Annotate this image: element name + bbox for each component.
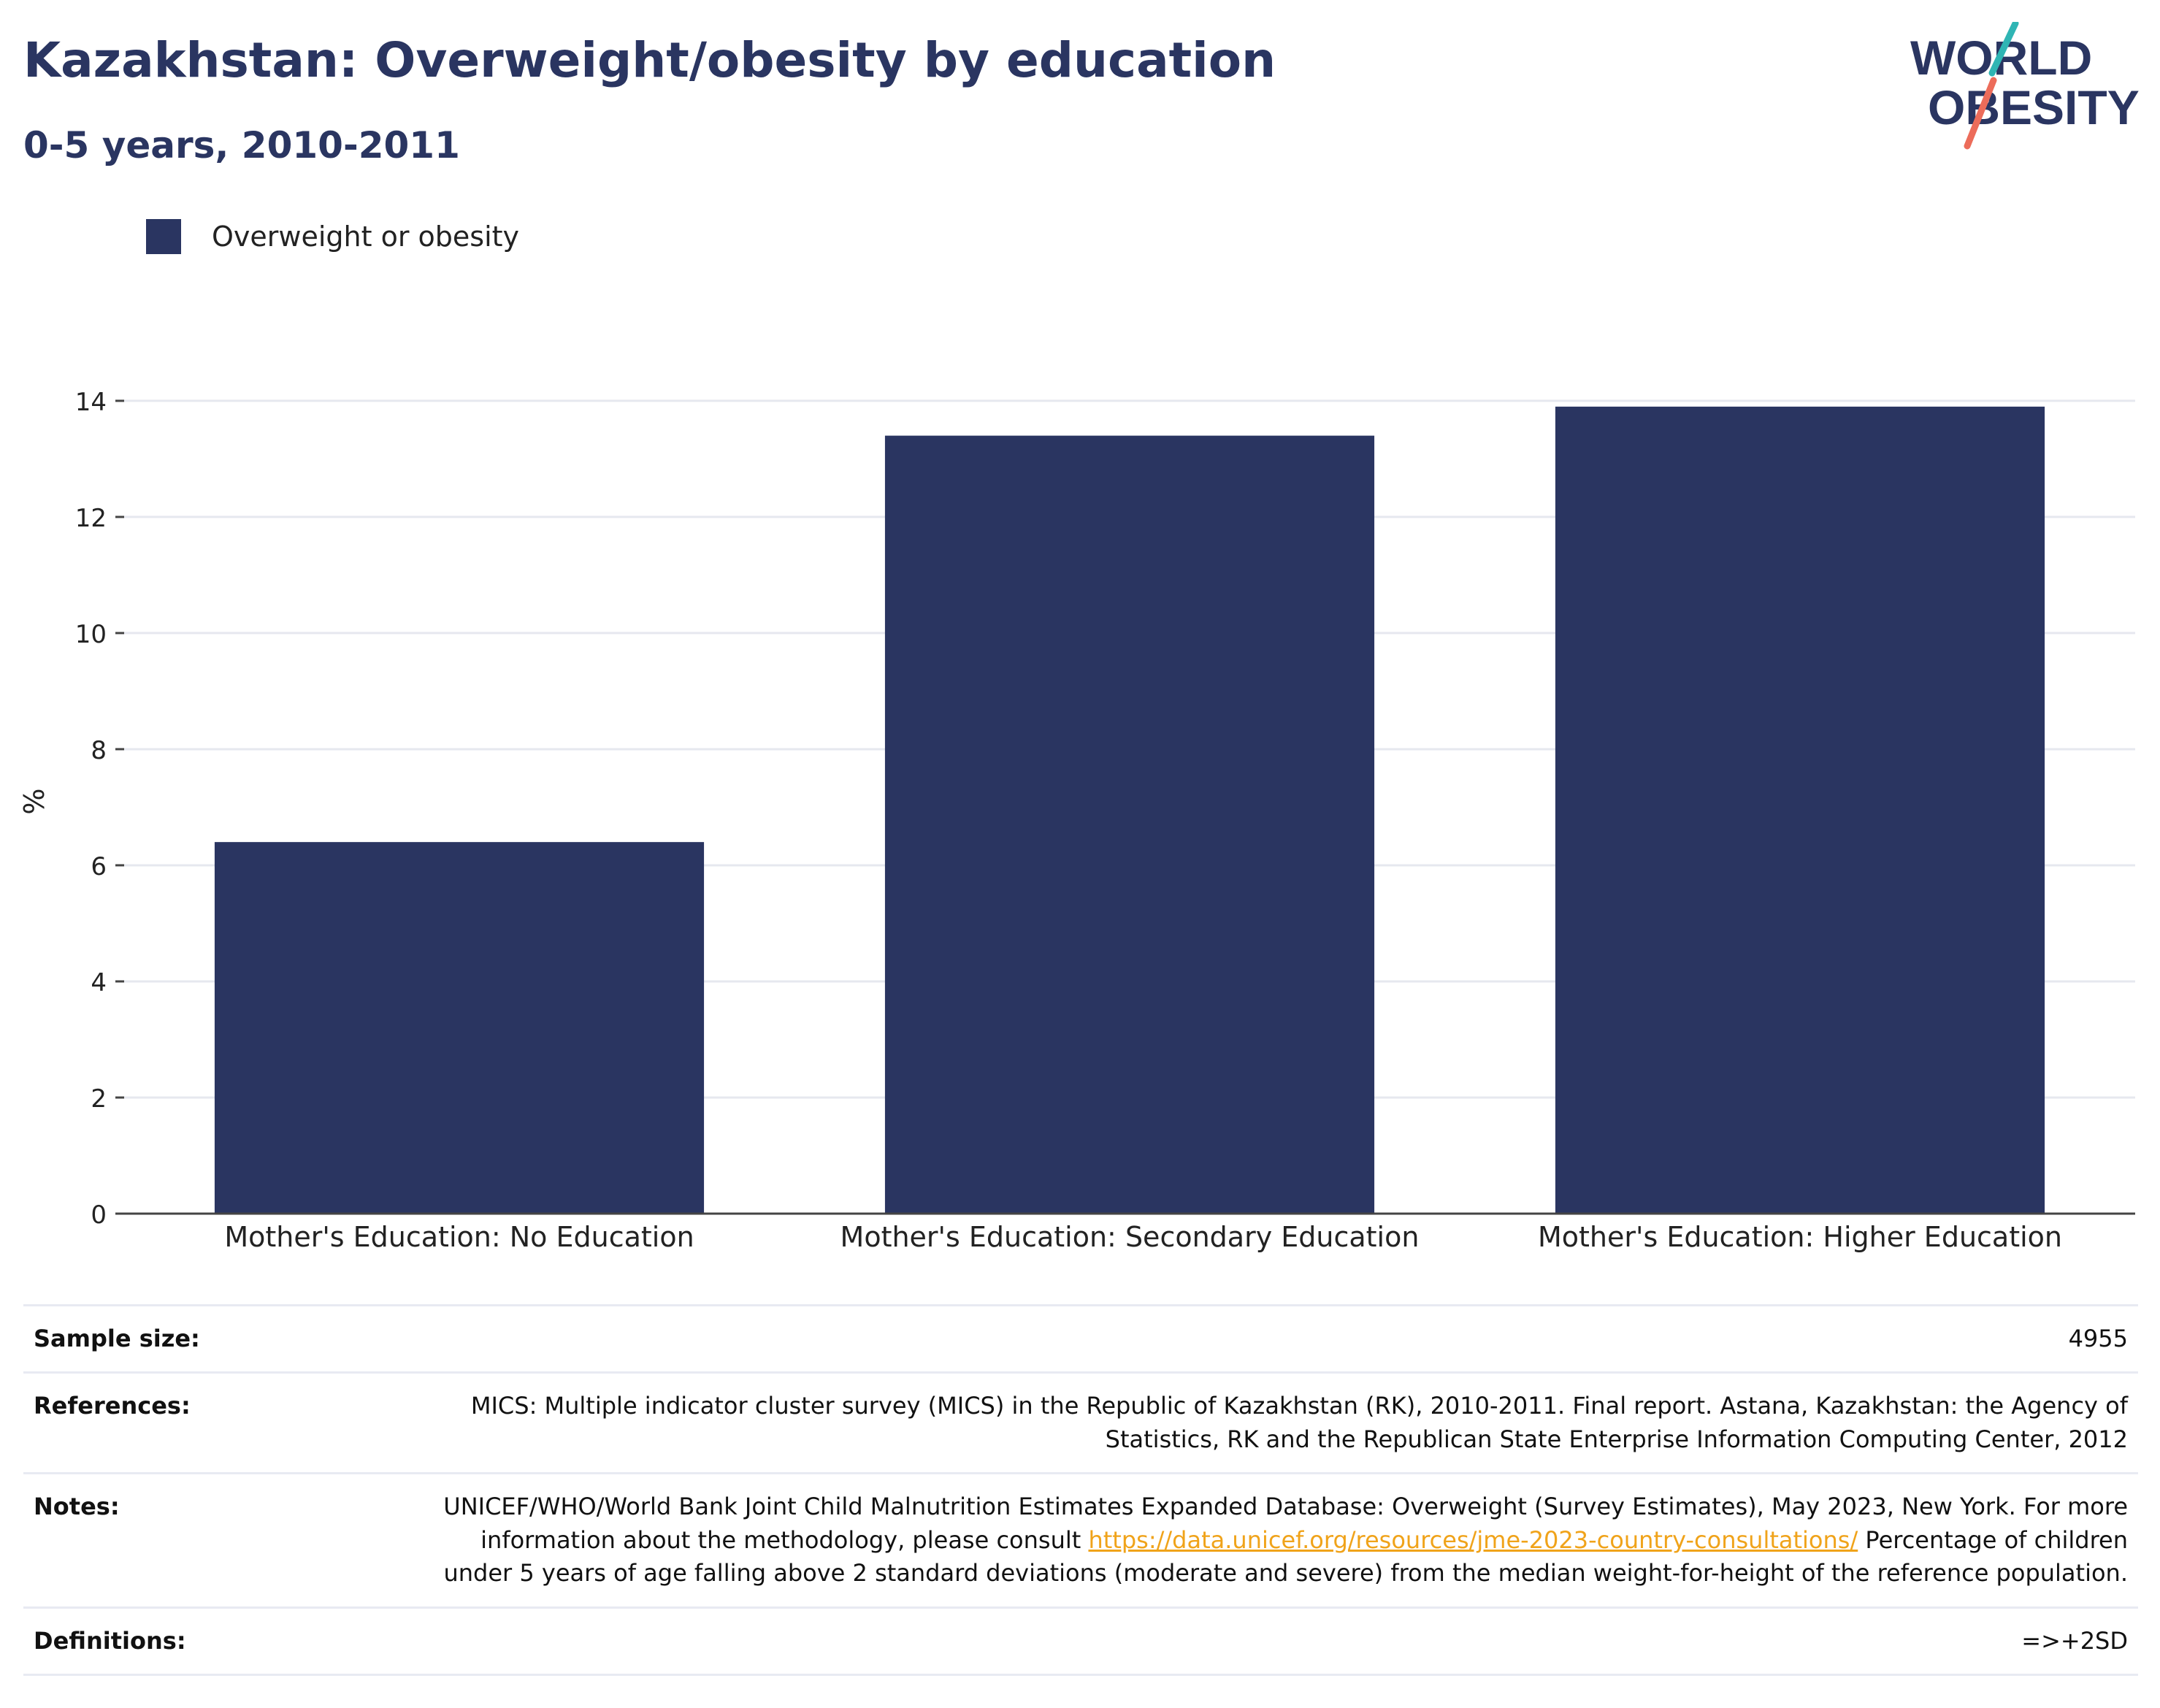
definitions-value: =>+2SD xyxy=(409,1606,2138,1677)
legend[interactable]: Overweight or obesity xyxy=(146,218,519,256)
world-obesity-logo: WORLD OBESITY xyxy=(1910,22,2140,150)
y-axis-ticks: 0 2 4 6 8 10 12 14 xyxy=(75,388,124,1230)
x-tick-label: Mother's Education: No Education xyxy=(224,1221,694,1253)
legend-swatch xyxy=(146,219,181,254)
y-axis-label: % xyxy=(18,788,50,814)
logo-slash-teal xyxy=(1988,22,2019,77)
sample-size-label: Sample size: xyxy=(23,1303,409,1373)
notes-text-2: Percentage of children under 5 years of … xyxy=(443,1525,2128,1588)
notes-link[interactable]: https://data.unicef.org/resources/jme-20… xyxy=(1088,1525,1858,1554)
notes-row: Notes: UNICEF/WHO/World Bank Joint Child… xyxy=(23,1472,2138,1608)
y-tick-label: 10 xyxy=(75,620,107,649)
legend-label: Overweight or obesity xyxy=(212,221,520,253)
y-tick-label: 14 xyxy=(75,388,107,417)
sample-size-row: Sample size: 4955 xyxy=(23,1303,2138,1373)
chart-subtitle: 0-5 years, 2010-2011 xyxy=(23,124,460,166)
y-tick-label: 8 xyxy=(91,736,107,765)
definitions-row: Definitions: =>+2SD xyxy=(23,1606,2138,1677)
references-label: References: xyxy=(23,1371,409,1474)
x-tick-label: Mother's Education: Higher Education xyxy=(1538,1221,2062,1253)
y-tick-label: 4 xyxy=(91,968,107,997)
chart-title: Kazakhstan: Overweight/obesity by educat… xyxy=(23,32,1276,88)
references-value: MICS: Multiple indicator cluster survey … xyxy=(409,1371,2138,1474)
bar-chart: 0 2 4 6 8 10 12 14 Mother's Education: No Educa… xyxy=(18,388,2135,1253)
references-row: References: MICS: Multiple indicator clu… xyxy=(23,1371,2138,1474)
bar-2[interactable] xyxy=(1555,406,2045,1214)
logo-slash-coral xyxy=(1964,77,1997,150)
definitions-label: Definitions: xyxy=(23,1606,409,1677)
sample-size-value: 4955 xyxy=(409,1303,2138,1373)
info-table: Sample size: 4955 References: MICS: Mult… xyxy=(23,1303,2138,1677)
x-tick-label: Mother's Education: Secondary Education xyxy=(840,1221,1420,1253)
y-tick-label: 2 xyxy=(91,1084,107,1114)
x-axis-ticks: Mother's Education: No Education Mother's… xyxy=(224,1221,2062,1253)
bar-0[interactable] xyxy=(214,842,705,1214)
notes-text-1: UNICEF/WHO/World Bank Joint Child Malnut… xyxy=(443,1493,2128,1554)
bar-1[interactable] xyxy=(884,435,1375,1214)
bars xyxy=(214,406,2045,1214)
y-tick-label: 12 xyxy=(75,504,107,533)
notes-label: Notes: xyxy=(23,1472,409,1608)
logo-line-2: OBESITY xyxy=(1928,80,2140,134)
y-tick-label: 0 xyxy=(91,1200,107,1230)
notes-value: UNICEF/WHO/World Bank Joint Child Malnut… xyxy=(409,1472,2138,1608)
y-tick-label: 6 xyxy=(91,852,107,881)
